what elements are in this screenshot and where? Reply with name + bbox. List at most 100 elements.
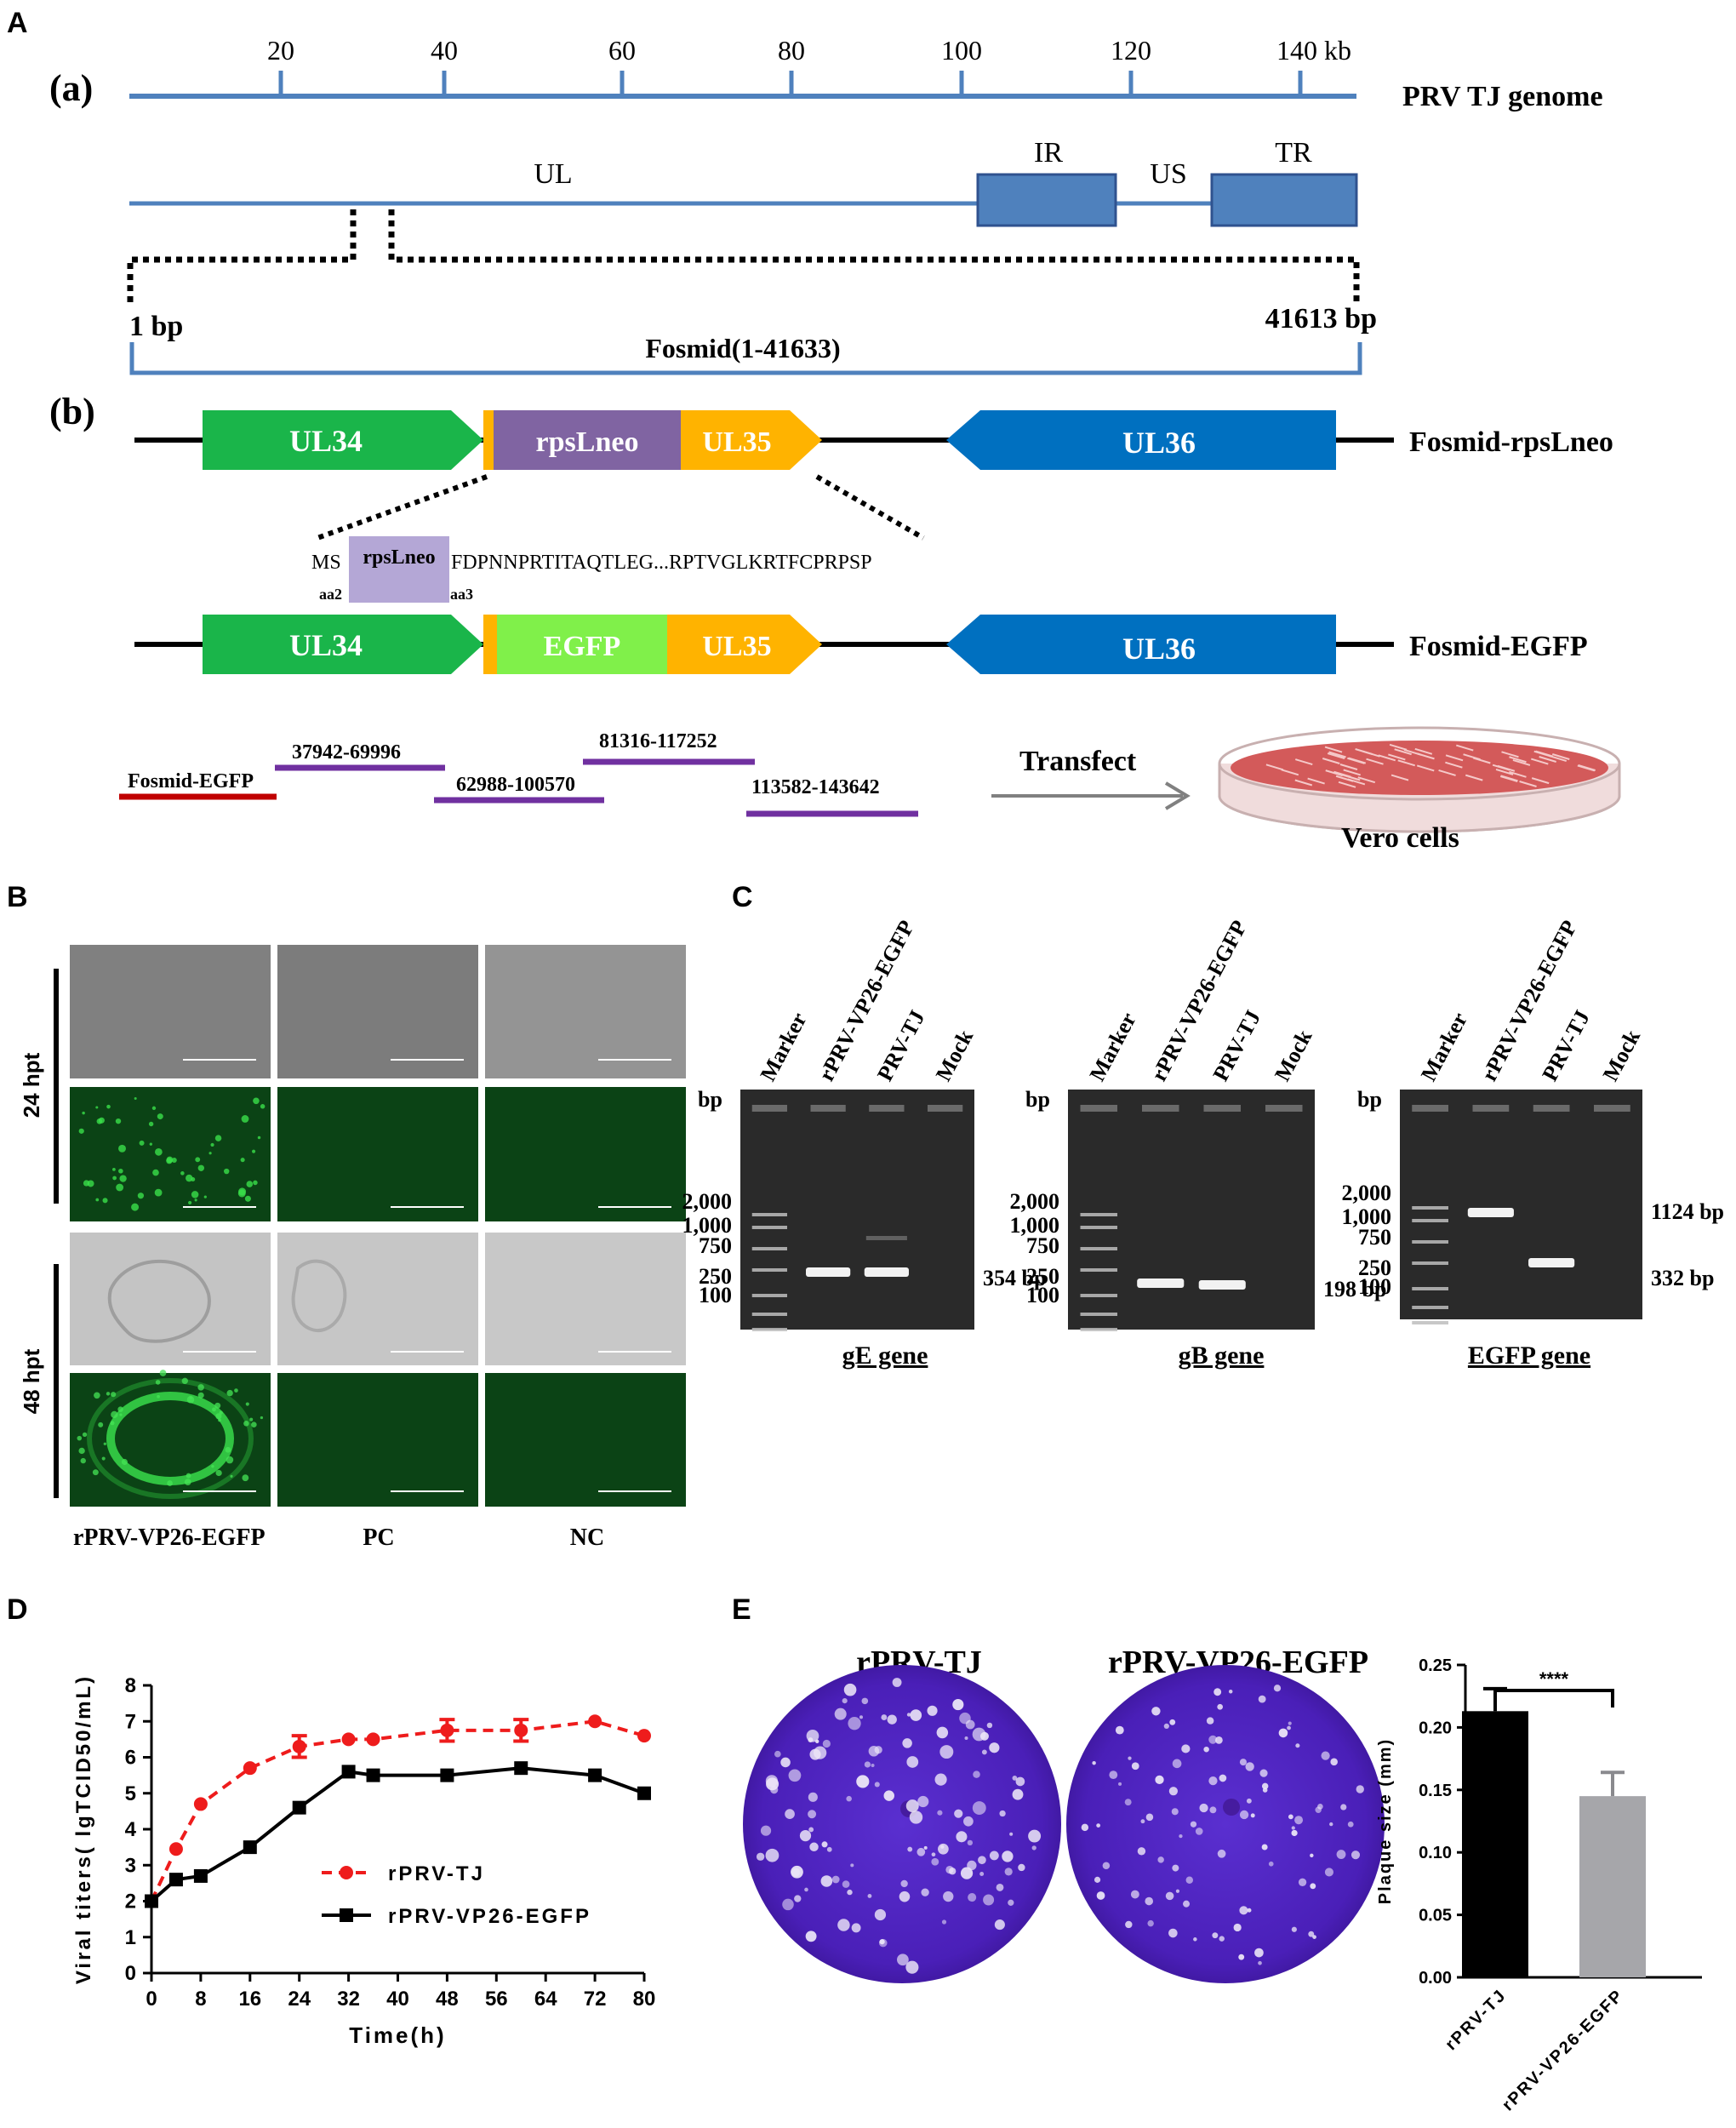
plaque [1096,1891,1105,1900]
plaque [805,1931,817,1942]
tr-region [1210,173,1358,227]
gfp-focus [223,1168,230,1175]
vero-cell [1445,761,1463,769]
plaque [899,1891,911,1902]
gfp-focus [245,1402,249,1406]
plaque [1012,1776,1018,1781]
plaque [1168,1928,1178,1938]
plaque [907,1846,913,1852]
plaque [867,1893,872,1898]
plaque [766,1777,779,1791]
vero-cell [1577,764,1596,772]
bar-y-tick-label: 0.05 [1419,1907,1452,1925]
plaque [1336,1850,1346,1859]
x-tick-label: 72 [584,1988,607,2011]
vero-cell [1347,778,1366,786]
plaque [931,1852,936,1857]
scale-tick-label-0: 20 [267,35,294,66]
bp-label: bp [1025,1087,1050,1112]
legend-marker-0 [340,1866,353,1879]
significance-label: **** [1539,1668,1569,1690]
plaque [1163,1723,1169,1730]
ladder-band [1412,1306,1448,1309]
gel-background [740,1090,974,1330]
plaque [1239,1810,1249,1820]
vero-cell [1512,758,1531,766]
plaque [902,1738,912,1748]
plaque [1298,1878,1307,1886]
ul36-label-2: UL36 [1122,632,1196,666]
plaque [943,1891,954,1902]
gfp-24-nc [485,1087,686,1221]
gfp-focus [189,1396,192,1399]
ladder-band [1080,1226,1117,1229]
bar-y-tick-label: 0.20 [1419,1719,1452,1737]
gfp-focus [234,1388,238,1393]
genome-label: PRV TJ genome [1402,81,1603,112]
data-point [514,1761,528,1776]
plaque [983,1894,995,1906]
plaque [1145,1813,1154,1822]
x-tick-label: 40 [386,1988,409,2011]
band-size-label-0: 198 bp [1323,1277,1386,1301]
plaque [834,1708,847,1720]
plaque [934,1773,947,1786]
lane-label-0: Marker [756,1009,812,1085]
vero-cell [1509,756,1527,764]
plaque [887,1714,897,1725]
seq-prefix: MS [311,552,341,574]
significance-bracket [1493,1689,1614,1708]
vero-cell [1357,776,1376,784]
plaque [1356,1785,1364,1793]
gfp-focus [214,1135,222,1141]
vero-cell [1539,756,1556,763]
bf-48-nc [485,1233,686,1365]
vero-cell [1333,770,1351,778]
bp-label: bp [1357,1087,1382,1112]
gfp-focus [197,1392,204,1399]
vero-cell [1338,781,1356,788]
gfp-focus [210,1142,214,1147]
plaque [1145,1896,1154,1906]
plaque [1291,1826,1295,1830]
plaque [941,1919,947,1925]
plaque [1125,1920,1133,1929]
series-1 [145,1761,651,1908]
vero-cell [1500,775,1518,782]
plaque [1347,1821,1354,1828]
gel-background [1068,1090,1315,1330]
data-point [292,1800,306,1815]
gfp-focus [203,1195,207,1198]
plaque [931,1857,939,1866]
gfp-focus [152,1169,159,1176]
gfp-focus [241,1115,249,1123]
plaque [936,1726,949,1739]
plaque [1155,1775,1164,1784]
vero-cell [1343,769,1361,776]
genome-scale-ticks: 20 40 60 80 100 120 140 kb [267,35,1351,96]
plaque [1321,1751,1330,1760]
gel-well [928,1105,963,1112]
plaque [949,1868,957,1875]
plaque [1181,1744,1191,1753]
ladder-band [1080,1313,1117,1316]
plaque [842,1698,848,1704]
vero-cell [1362,750,1380,758]
plaque [981,1749,987,1755]
plaque [1130,1890,1139,1899]
gfp-focus [117,1406,123,1412]
construct1-label: Fosmid-rpsLneo [1409,426,1613,458]
gfp-focus [134,1097,137,1101]
gfp-focus [111,1167,116,1171]
vero-cell [1495,768,1514,775]
product-band [1467,1208,1514,1217]
x-tick-label: 24 [288,1988,311,2011]
gfp-focus [149,1142,152,1146]
plaque [1081,1823,1089,1832]
gfp-focus [197,1384,204,1391]
plaque [1351,1851,1361,1860]
ladder-band [1080,1213,1117,1216]
gfp-focus [181,1377,188,1385]
plaque [794,1895,802,1902]
bf-plaque-outline [107,1259,211,1343]
